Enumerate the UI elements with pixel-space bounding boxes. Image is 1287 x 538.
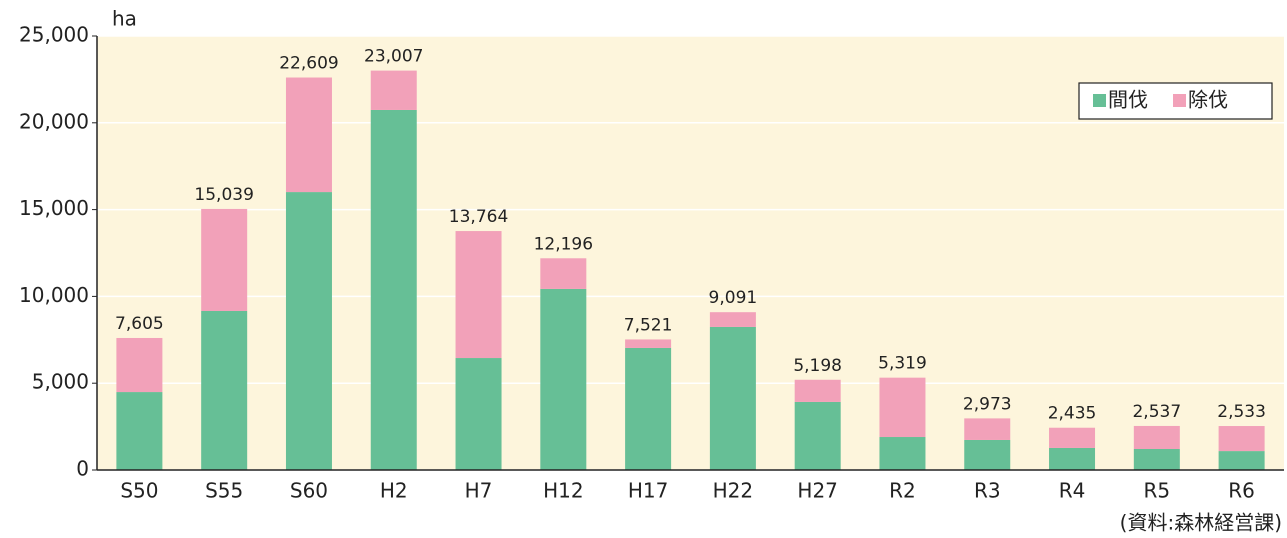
bar-segment <box>709 312 756 327</box>
total-label: 5,319 <box>878 354 927 374</box>
y-tick-label: 25,000 <box>19 23 89 47</box>
y-tick-label: 5,000 <box>32 370 89 394</box>
total-label: 2,973 <box>963 394 1012 414</box>
bar-segment <box>1049 427 1096 448</box>
bar-segment <box>964 439 1011 470</box>
x-tick-label: H2 <box>380 479 408 503</box>
x-tick-label: R2 <box>889 479 916 503</box>
bar-segment <box>540 288 587 470</box>
x-tick-label: R6 <box>1228 479 1255 503</box>
total-label: 22,609 <box>279 54 338 74</box>
x-tick-label: S55 <box>205 479 243 503</box>
x-tick-label: H22 <box>713 479 754 503</box>
y-tick-label: 10,000 <box>19 283 89 307</box>
total-label: 13,764 <box>449 207 508 227</box>
bar-segment <box>1049 447 1096 470</box>
y-tick-label: 0 <box>76 457 89 481</box>
total-label: 5,198 <box>793 356 842 376</box>
bar-segment <box>879 377 926 438</box>
bar-segment <box>540 258 587 289</box>
legend-label: 除伐 <box>1188 88 1228 112</box>
bar-segment <box>964 418 1011 440</box>
total-label: 2,537 <box>1132 402 1181 422</box>
bar-segment <box>201 310 248 470</box>
legend-swatch <box>1093 94 1106 107</box>
total-label: 12,196 <box>534 234 593 254</box>
x-tick-label: S50 <box>120 479 158 503</box>
bar-segment <box>794 401 841 470</box>
bar-segment <box>455 358 502 470</box>
total-label: 9,091 <box>709 288 758 308</box>
bar-segment <box>1133 448 1180 470</box>
x-tick-label: H27 <box>797 479 838 503</box>
total-label: 7,521 <box>624 315 673 335</box>
bar-segment <box>116 392 163 470</box>
bar-segment <box>285 192 332 470</box>
x-tick-label: S60 <box>290 479 328 503</box>
x-tick-label: H12 <box>543 479 584 503</box>
bar-segment <box>370 70 417 110</box>
x-tick-label: R5 <box>1144 479 1171 503</box>
bar-segment <box>625 347 672 470</box>
bar-segment <box>879 437 926 470</box>
bar-segment <box>794 379 841 402</box>
bar-segment <box>1218 426 1265 452</box>
legend-swatch <box>1173 94 1186 107</box>
bar-segment <box>116 337 163 393</box>
bar-segment <box>1218 451 1265 470</box>
legend-label: 間伐 <box>1108 88 1148 112</box>
source-note: (資料:森林経営課) <box>1120 511 1282 535</box>
bar-segment <box>1133 425 1180 449</box>
total-label: 2,435 <box>1048 404 1097 424</box>
total-label: 7,605 <box>115 314 164 334</box>
x-tick-label: R3 <box>974 479 1001 503</box>
x-tick-label: H17 <box>628 479 669 503</box>
bar-segment <box>201 208 248 311</box>
y-tick-label: 20,000 <box>19 109 89 133</box>
x-tick-label: R4 <box>1059 479 1086 503</box>
y-axis-label: ha <box>112 7 137 31</box>
bar-segment <box>625 339 672 348</box>
bar-segment <box>285 77 332 193</box>
bar-segment <box>370 109 417 470</box>
bar-segment <box>455 231 502 359</box>
total-label: 23,007 <box>364 47 423 67</box>
total-label: 2,533 <box>1217 402 1266 422</box>
total-label: 15,039 <box>194 185 253 205</box>
y-tick-label: 15,000 <box>19 196 89 220</box>
x-tick-label: H7 <box>465 479 493 503</box>
bar-segment <box>709 326 756 470</box>
